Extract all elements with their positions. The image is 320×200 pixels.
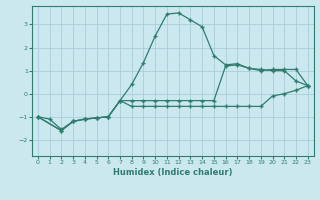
X-axis label: Humidex (Indice chaleur): Humidex (Indice chaleur) (113, 168, 233, 177)
